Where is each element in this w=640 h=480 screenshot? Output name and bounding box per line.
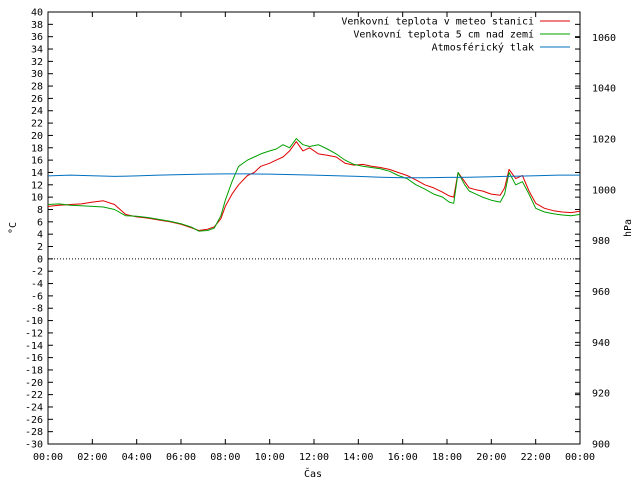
y-tick-label: -8 [31, 304, 43, 315]
series-line-2 [47, 173, 580, 179]
x-tick-label: 20:00 [476, 452, 506, 463]
y-tick-label: 16 [31, 156, 43, 167]
x-tick-label: 12:00 [299, 452, 329, 463]
plot-frame [47, 11, 581, 445]
y2-tick-label: 920 [592, 389, 610, 400]
y2-tick-label: 960 [592, 287, 610, 298]
legend: Venkovní teplota v meteo staniciVenkovní… [341, 16, 570, 54]
y2-tick-label: 1060 [592, 33, 616, 44]
y-tick-label: 0 [37, 254, 43, 265]
y-tick-label: 28 [31, 82, 43, 93]
y-tick-label: -14 [25, 341, 43, 352]
y-tick-label: 18 [31, 143, 43, 154]
legend-label: Venkovní teplota v meteo stanici [341, 16, 534, 28]
y-tick-label: -22 [25, 390, 43, 401]
axes: -30-28-26-24-22-20-18-16-14-12-10-8-6-4-… [25, 8, 616, 464]
x-tick-label: 02:00 [77, 452, 107, 463]
x-axis-label: Čas [304, 467, 322, 480]
y-axis-label: °C [8, 222, 19, 234]
y-tick-label: 8 [37, 205, 43, 216]
y-tick-label: 10 [31, 193, 43, 204]
y-tick-label: 6 [37, 217, 43, 228]
y-tick-label: 38 [31, 20, 43, 31]
y2-tick-label: 1020 [592, 135, 616, 146]
y-tick-label: -30 [25, 440, 43, 451]
y2-tick-label: 940 [592, 338, 610, 349]
y-tick-label: -28 [25, 427, 43, 438]
y-tick-label: 34 [31, 45, 43, 56]
series-line-0 [47, 141, 581, 231]
y-tick-label: 14 [31, 168, 43, 179]
y2-axis-label: hPa [623, 219, 634, 237]
y-tick-label: -4 [31, 279, 43, 290]
x-tick-label: 10:00 [255, 452, 285, 463]
y-tick-label: 26 [31, 94, 43, 105]
y2-tick-label: 900 [592, 440, 610, 451]
y-tick-label: 40 [31, 8, 43, 19]
y-tick-label: 32 [31, 57, 43, 68]
series-line-1 [47, 138, 581, 232]
x-tick-label: 00:00 [33, 452, 63, 463]
legend-label: Venkovní teplota 5 cm nad zemí [353, 29, 534, 41]
y-tick-label: 24 [31, 106, 43, 117]
y-tick-label: 2 [37, 242, 43, 253]
y-tick-label: -26 [25, 415, 43, 426]
y-tick-label: -18 [25, 365, 43, 376]
y-tick-label: 22 [31, 119, 43, 130]
y-tick-label: 4 [37, 230, 43, 241]
x-tick-label: 00:00 [565, 452, 595, 463]
y-tick-label: -2 [31, 267, 43, 278]
y2-tick-label: 980 [592, 236, 610, 247]
x-tick-label: 08:00 [210, 452, 240, 463]
y-tick-label: 36 [31, 32, 43, 43]
y-tick-label: -6 [31, 291, 43, 302]
y-tick-label: 12 [31, 180, 43, 191]
x-tick-label: 04:00 [122, 452, 152, 463]
y2-tick-label: 1040 [592, 84, 616, 95]
y-tick-label: -12 [25, 328, 43, 339]
legend-label: Atmosférický tlak [432, 42, 534, 54]
y-tick-label: 30 [31, 69, 43, 80]
y-tick-label: -24 [25, 402, 43, 413]
x-tick-label: 22:00 [521, 452, 551, 463]
y2-tick-label: 1000 [592, 185, 616, 196]
x-tick-label: 16:00 [388, 452, 418, 463]
y-tick-label: -16 [25, 353, 43, 364]
y-tick-label: -20 [25, 378, 43, 389]
y-tick-label: -10 [25, 316, 43, 327]
x-tick-label: 18:00 [432, 452, 462, 463]
x-tick-label: 06:00 [166, 452, 196, 463]
y-tick-label: 20 [31, 131, 43, 142]
x-tick-label: 14:00 [343, 452, 373, 463]
series-lines [47, 138, 581, 232]
